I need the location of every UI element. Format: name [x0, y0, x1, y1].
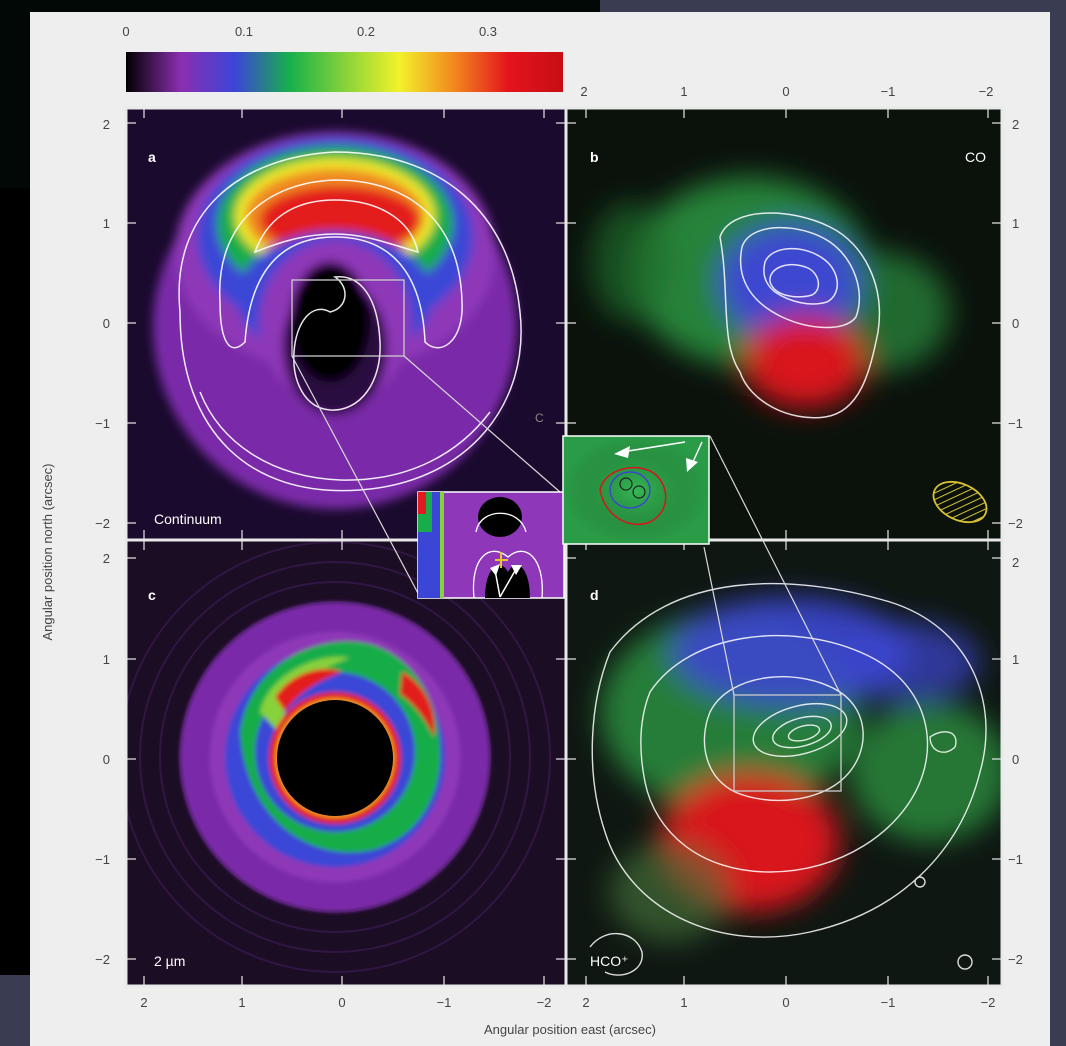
coronagraph-mask — [277, 700, 393, 816]
left-a-y-tick-4: −2 — [95, 516, 110, 531]
panel-a-overlay-letter: C — [535, 411, 544, 425]
right-d-y-tick-0: 2 — [1012, 555, 1019, 570]
bottom-c-x-tick-3: −1 — [437, 995, 452, 1010]
colorbar — [126, 52, 563, 92]
left-c-y-tick-0: 2 — [103, 551, 110, 566]
right-b-y-tick-3: −1 — [1008, 416, 1023, 431]
left-c-y-tick-2: 0 — [103, 752, 110, 767]
right-d-y-tick-2: 0 — [1012, 752, 1019, 767]
left-a-y-tick-1: 1 — [103, 216, 110, 231]
right-b-y-tick-1: 1 — [1012, 216, 1019, 231]
right-b-y-tick-0: 2 — [1012, 117, 1019, 132]
bottom-c-x-tick-1: 1 — [238, 995, 245, 1010]
panel-a — [126, 108, 566, 540]
bottom-d-x-tick-0: 2 — [582, 995, 589, 1010]
bottom-d-x-tick-4: −2 — [981, 995, 996, 1010]
panel-c-letter: c — [148, 587, 156, 603]
axis-ticks — [126, 108, 1002, 986]
bottom-d-x-tick-1: 1 — [680, 995, 687, 1010]
bottom-d-x-tick-3: −1 — [881, 995, 896, 1010]
top-b-x-tick-0: 2 — [580, 84, 587, 99]
right-d-y-tick-4: −2 — [1008, 952, 1023, 967]
bottom-c-x-tick-0: 2 — [140, 995, 147, 1010]
panel-a-label: Continuum — [154, 511, 222, 527]
left-c-y-tick-1: 1 — [103, 652, 110, 667]
top-b-x-tick-2: 0 — [782, 84, 789, 99]
panel-a-zoom-box — [291, 279, 405, 357]
panel-b-label: CO — [965, 149, 986, 165]
panel-d — [566, 540, 1002, 986]
left-c-y-tick-4: −2 — [95, 952, 110, 967]
bottom-d-x-tick-2: 0 — [782, 995, 789, 1010]
right-d-y-tick-3: −1 — [1008, 852, 1023, 867]
colorbar-ticks: 0 0.1 0.2 0.3 — [122, 24, 497, 39]
colorbar-tick-2: 0.2 — [357, 24, 375, 39]
panel-d-label: HCO⁺ — [590, 953, 629, 969]
panel-c — [126, 540, 566, 986]
y-axis-title: Angular position north (arcsec) — [40, 463, 55, 640]
panel-a-letter: a — [148, 149, 156, 165]
figure-canvas: 0 0.1 0.2 0.3 a Continuum C — [40, 24, 1023, 1037]
panel-d-zoom-box — [733, 694, 842, 792]
top-b-x-tick-4: −2 — [979, 84, 994, 99]
bottom-c-x-tick-2: 0 — [338, 995, 345, 1010]
colorbar-tick-3: 0.3 — [479, 24, 497, 39]
beam-ellipse — [932, 480, 988, 524]
tick-labels: 2 1 0 −1 −2 2 1 0 −1 −2 2 1 0 −1 −2 2 1 … — [95, 84, 1023, 1010]
left-a-y-tick-0: 2 — [103, 117, 110, 132]
panel-d-letter: d — [590, 587, 599, 603]
left-a-y-tick-3: −1 — [95, 416, 110, 431]
panel-frames — [124, 106, 1004, 988]
left-a-y-tick-2: 0 — [103, 316, 110, 331]
x-axis-title: Angular position east (arcsec) — [484, 1022, 656, 1037]
top-b-x-tick-3: −1 — [881, 84, 896, 99]
bottom-c-x-tick-4: −2 — [537, 995, 552, 1010]
top-b-x-tick-1: 1 — [680, 84, 687, 99]
inset-a — [291, 355, 565, 599]
right-d-y-tick-1: 1 — [1012, 652, 1019, 667]
panel-b-letter: b — [590, 149, 599, 165]
colorbar-tick-0: 0 — [122, 24, 129, 39]
right-b-y-tick-4: −2 — [1008, 516, 1023, 531]
figure-sheet: 0 0.1 0.2 0.3 a Continuum C — [30, 12, 1050, 1046]
inset-b — [562, 435, 842, 696]
panel-c-label: 2 µm — [154, 953, 185, 969]
right-b-y-tick-2: 0 — [1012, 316, 1019, 331]
colorbar-tick-1: 0.1 — [235, 24, 253, 39]
left-c-y-tick-3: −1 — [95, 852, 110, 867]
